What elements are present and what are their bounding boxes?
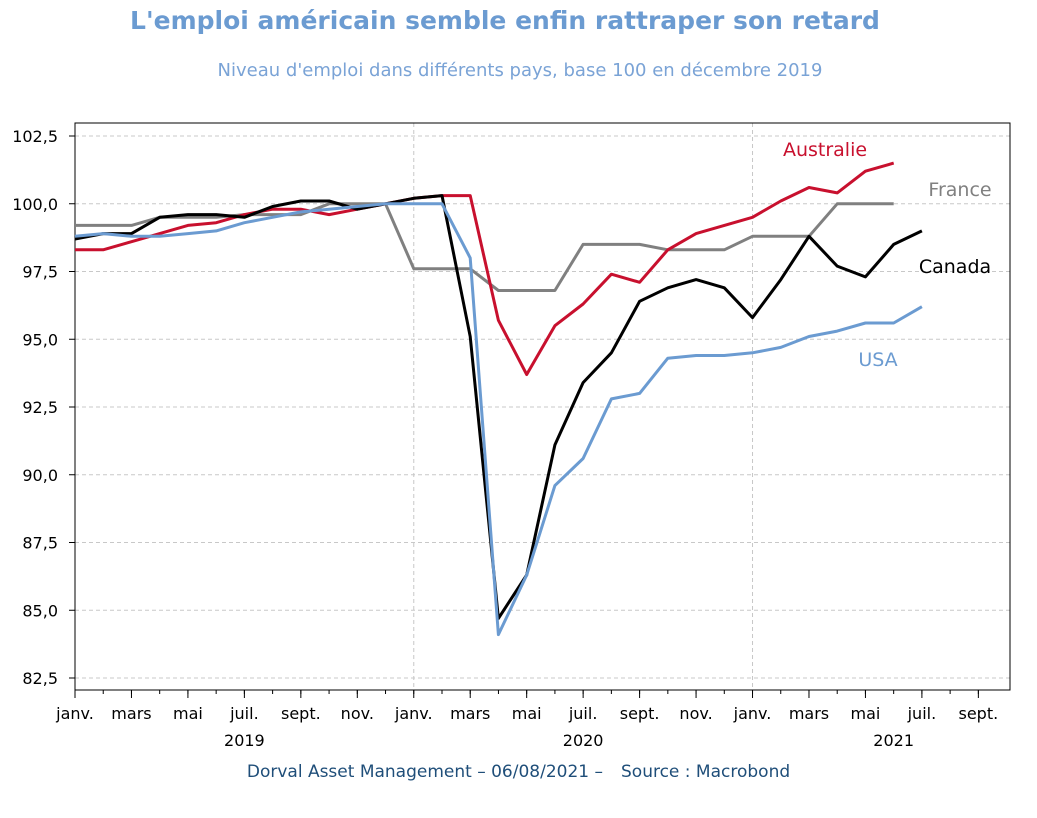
y-tick-label: 102,5 [12,127,58,146]
chart-subtitle: Niveau d'emploi dans différents pays, ba… [217,60,823,81]
x-tick-label: mai [173,704,203,723]
series-label-australie: Australie [783,139,867,161]
series-label-france: France [928,179,991,201]
y-tick-label: 85,0 [22,601,58,620]
x-tick-label: mai [512,704,542,723]
x-tick-label: mai [851,704,881,723]
x-tick-label: sept. [281,704,321,723]
series-line-france [75,202,894,292]
x-tick-label: nov. [341,704,374,723]
y-tick-label: 100,0 [12,195,58,214]
x-year-label: 2019 [224,731,265,750]
x-tick-label: juil. [907,704,937,723]
x-tick-label: juil. [229,704,259,723]
y-tick-label: 87,5 [22,534,58,553]
series-lines [74,161,923,637]
y-tick-label: 90,0 [22,466,58,485]
y-tick-label: 92,5 [22,398,58,417]
x-tick-label: juil. [568,704,598,723]
x-tick-label: mars [789,704,829,723]
chart-title: L'emploi américain semble enfin rattrape… [130,6,880,35]
x-year-label: 2021 [873,731,914,750]
x-tick-label: janv. [55,704,94,723]
series-line-usa [74,202,923,637]
x-tick-label: mars [450,704,490,723]
x-year-label: 2020 [563,731,604,750]
footer-source: Source : Macrobond [621,762,791,782]
grid-lines [75,123,1010,690]
y-tick-label: 95,0 [22,330,58,349]
x-tick-label: janv. [733,704,772,723]
series-label-usa: USA [858,349,897,371]
series-labels: Australie France Canada USA [783,139,992,371]
x-tick-label: sept. [959,704,999,723]
x-tick-label: mars [111,704,151,723]
y-axis: 82,5 85,0 87,5 90,0 92,5 95,0 97,5 100,0 102,5 [12,127,75,688]
footer: Dorval Asset Management – 06/08/2021 – So… [0,762,1037,782]
series-line-australie [75,161,895,376]
x-tick-label: janv. [394,704,433,723]
y-tick-label: 82,5 [22,669,58,688]
x-axis: janv. mars mai juil. sept. nov. janv. mars mai ju… [55,690,998,750]
footer-author: Dorval Asset Management – 06/08/2021 – [246,762,603,782]
x-tick-label: nov. [679,704,712,723]
series-label-canada: Canada [919,256,991,278]
x-tick-label: sept. [620,704,660,723]
y-tick-label: 97,5 [22,263,58,282]
